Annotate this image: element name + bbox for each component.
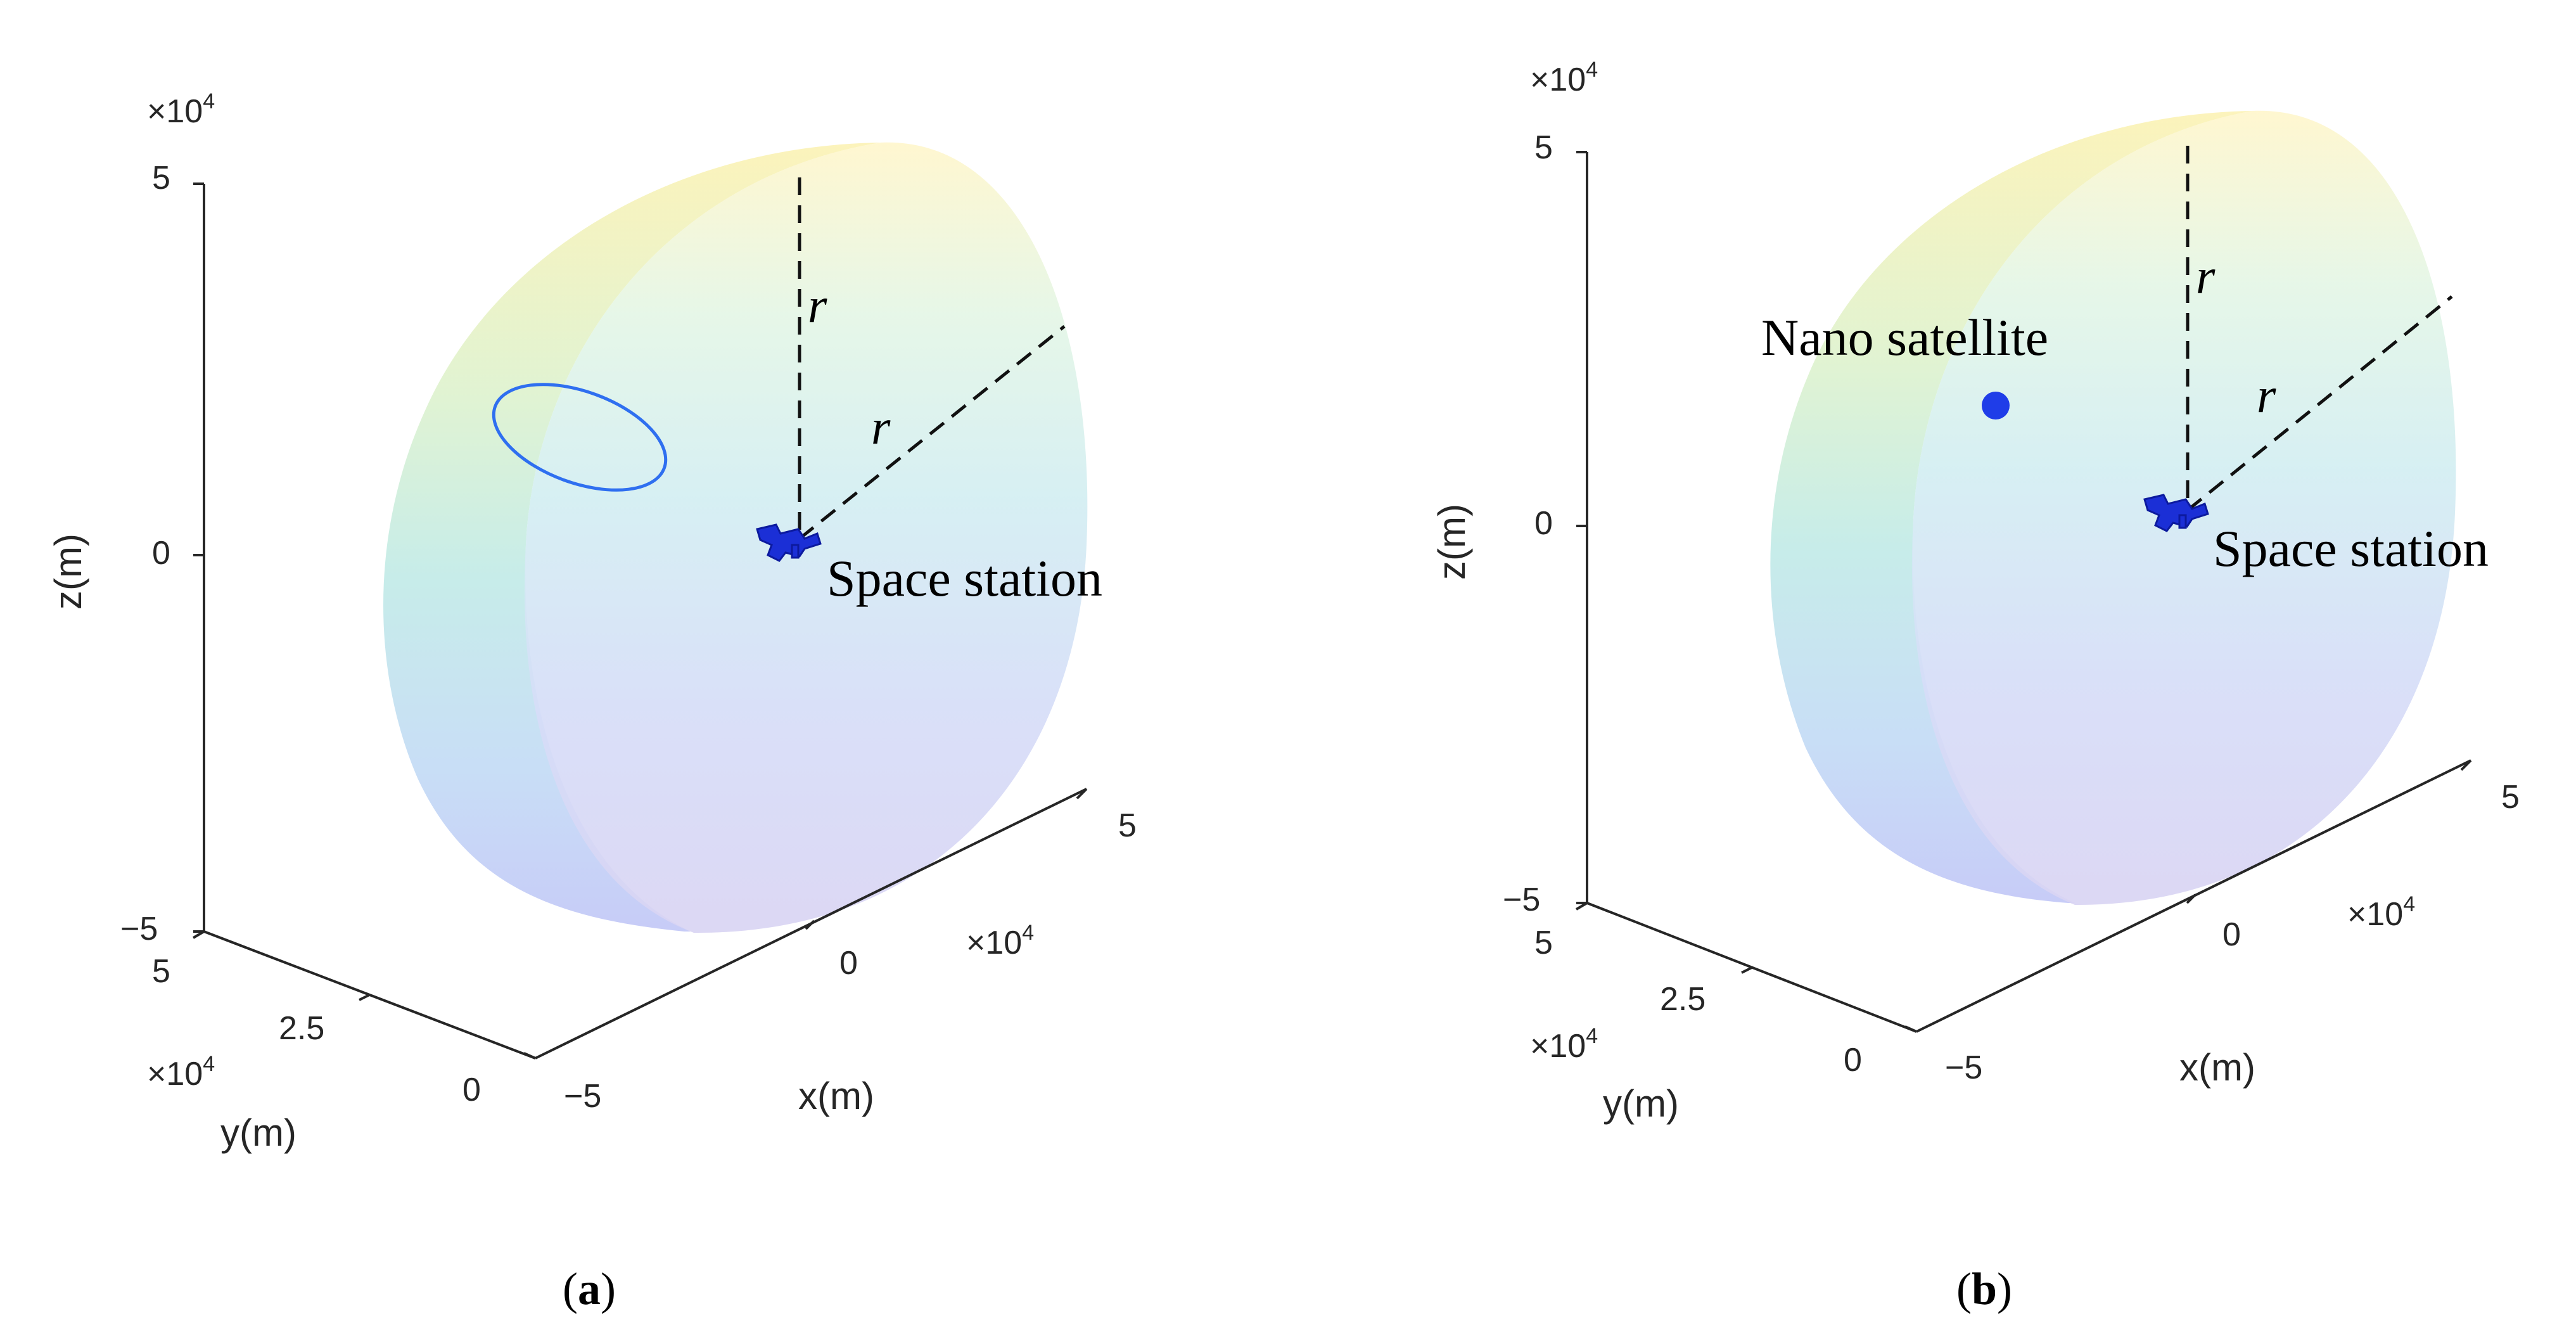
space-station-label: Space station — [2213, 520, 2489, 577]
nano-satellite-dot — [1982, 392, 2010, 419]
x-axis-label: x(m) — [2179, 1046, 2255, 1089]
caption-a: (a) — [563, 1264, 616, 1314]
x-tick-neg5: −5 — [564, 1078, 601, 1115]
axes-frame — [192, 183, 1088, 1060]
x-axis-label: x(m) — [798, 1075, 874, 1117]
x-tick-0: 0 — [839, 945, 858, 982]
radius-diagonal-line — [2186, 295, 2453, 511]
space-station-icon — [756, 523, 822, 562]
radius-label-diagonal: r — [2257, 368, 2276, 423]
radius-label-diagonal: r — [871, 399, 891, 454]
y-axis-label: y(m) — [220, 1111, 296, 1154]
radius-label-vertical: r — [2196, 248, 2216, 304]
y-tick-0: 0 — [1844, 1042, 1862, 1079]
z-tick-5: 5 — [152, 160, 170, 196]
z-tick-neg5: −5 — [1503, 881, 1540, 918]
x-tick-5: 5 — [1118, 807, 1137, 844]
x-tick-5: 5 — [2501, 779, 2520, 816]
z-exponent: ×104 — [147, 89, 215, 130]
z-exponent: ×104 — [1530, 58, 1598, 98]
z-tick-5: 5 — [1534, 129, 1553, 166]
z-axis-label: z(m) — [47, 534, 89, 610]
x-tick-0: 0 — [2222, 916, 2241, 953]
z-tick-neg5: −5 — [120, 911, 158, 947]
y-tick-0: 0 — [462, 1072, 481, 1108]
y-tick-5: 5 — [1534, 925, 1553, 961]
space-station-label: Space station — [827, 549, 1102, 607]
x-tick-neg5: −5 — [1945, 1049, 1982, 1086]
hemisphere-back-surface — [383, 143, 881, 932]
radius-diagonal-line — [798, 325, 1066, 540]
hemisphere-back-surface — [1770, 111, 2252, 903]
y-tick-2.5: 2.5 — [1660, 981, 1706, 1018]
z-tick-0: 0 — [152, 535, 170, 572]
z-tick-0: 0 — [1534, 505, 1553, 542]
z-axis-label: z(m) — [1431, 504, 1473, 580]
axes-frame — [1575, 151, 2472, 1033]
orbit-ellipse — [492, 383, 668, 492]
y-tick-5: 5 — [152, 953, 170, 990]
panel-a: ×104 5 0 −5 z(m) 5 2.5 0 ×104 y(m) −5 0 … — [47, 89, 1137, 1314]
caption-b: (b) — [1956, 1264, 2012, 1314]
x-exponent: ×104 — [2347, 892, 2415, 933]
y-exponent: ×104 — [147, 1052, 215, 1092]
nano-satellite-label: Nano satellite — [1761, 309, 2048, 366]
x-exponent: ×104 — [966, 921, 1034, 961]
space-station-icon — [2143, 494, 2209, 532]
y-axis-label: y(m) — [1603, 1082, 1679, 1125]
radius-label-vertical: r — [808, 278, 827, 333]
panel-b: ×104 5 0 −5 z(m) 5 2.5 0 ×104 y(m) −5 0 … — [1431, 58, 2520, 1314]
y-exponent: ×104 — [1530, 1024, 1598, 1065]
y-tick-2.5: 2.5 — [279, 1010, 324, 1047]
